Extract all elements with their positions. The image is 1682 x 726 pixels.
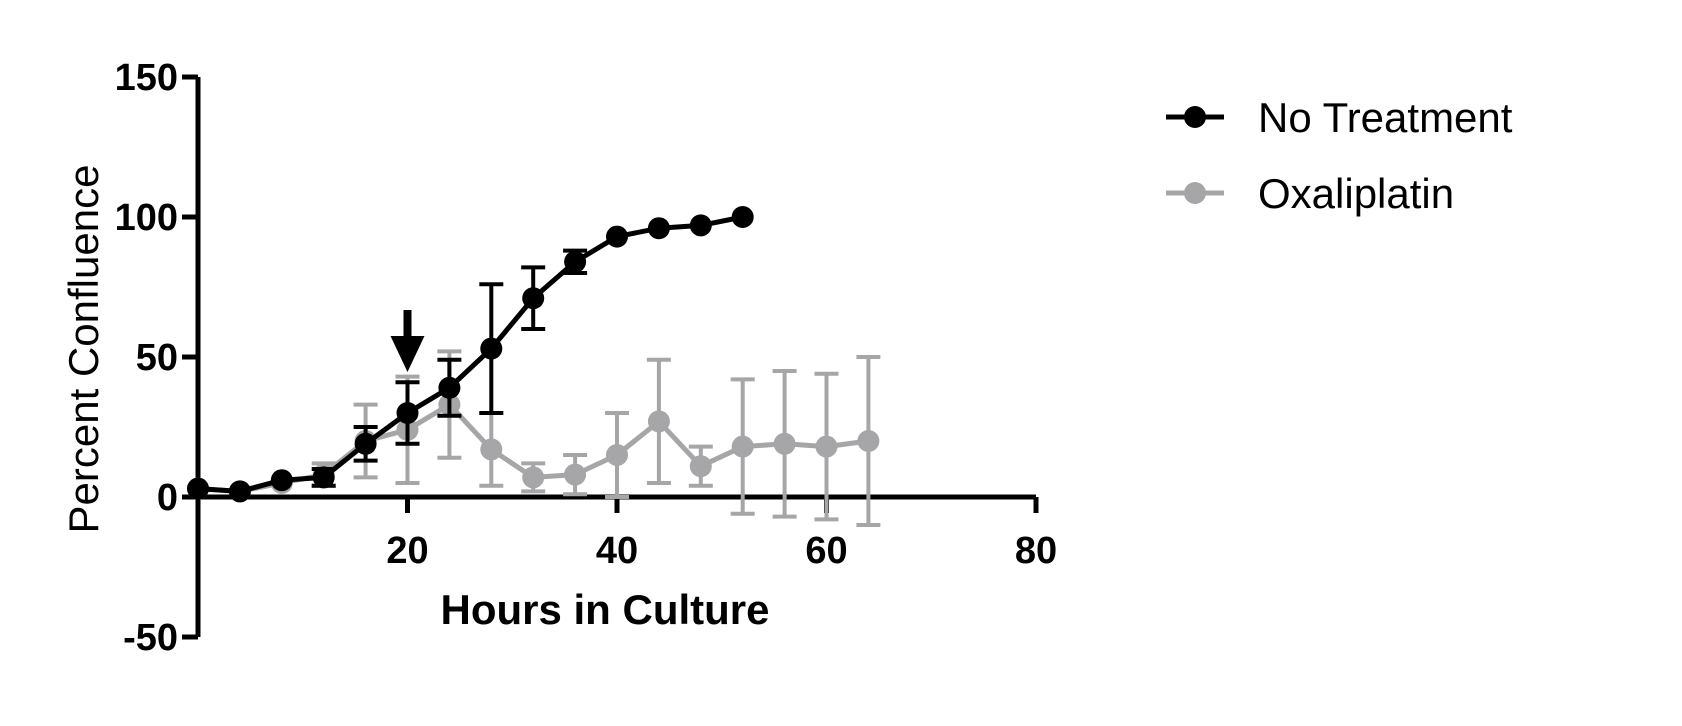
x-tick-label: 80 [1015, 530, 1057, 572]
data-point [731, 206, 754, 228]
legend: No Treatment Oxaliplatin [1166, 94, 1513, 217]
data-point [647, 410, 670, 433]
legend-entry-no-treatment: No Treatment [1166, 94, 1513, 141]
series-layer [187, 206, 881, 527]
down-arrow-icon [390, 310, 425, 372]
y-tick-label: 50 [136, 337, 178, 379]
data-point [731, 435, 754, 458]
data-point [187, 477, 209, 500]
x-tick-label: 60 [805, 530, 847, 572]
data-point [396, 402, 419, 424]
y-tick-label: 150 [115, 57, 178, 99]
data-point [647, 217, 670, 240]
data-point [228, 480, 251, 503]
legend-entry-oxaliplatin: Oxaliplatin [1166, 170, 1454, 217]
legend-label: No Treatment [1258, 94, 1513, 141]
x-ticks: 20 40 60 80 [386, 497, 1057, 572]
data-point [689, 455, 712, 478]
arrow-head [390, 336, 425, 372]
y-ticks: -50 0 50 100 150 [115, 57, 198, 659]
data-point [438, 376, 461, 399]
data-point [857, 430, 880, 452]
data-point [773, 432, 796, 455]
data-point [564, 463, 587, 486]
data-point [606, 444, 628, 466]
legend-marker [1184, 106, 1206, 128]
x-axis-title: Hours in Culture [440, 586, 769, 633]
legend-marker [1184, 182, 1206, 204]
data-point [522, 287, 545, 310]
y-tick-label: -50 [123, 617, 178, 659]
series-line [197, 214, 744, 494]
y-axis-title: Percent Confluence [60, 165, 107, 534]
data-point [270, 469, 293, 492]
annotation-layer [390, 310, 425, 372]
y-tick-label: 0 [157, 477, 178, 519]
legend-label: Oxaliplatin [1258, 170, 1454, 217]
data-point [480, 438, 503, 461]
data-point [522, 466, 545, 489]
data-point [480, 337, 503, 360]
x-tick-label: 40 [596, 530, 638, 572]
data-point [689, 214, 712, 237]
data-point [564, 250, 587, 273]
series-no-treatment [187, 206, 754, 503]
data-point [312, 466, 335, 489]
data-point [606, 225, 628, 248]
y-tick-label: 100 [115, 197, 178, 239]
data-point [815, 435, 838, 458]
x-tick-label: 20 [386, 530, 428, 572]
data-point [354, 432, 377, 455]
